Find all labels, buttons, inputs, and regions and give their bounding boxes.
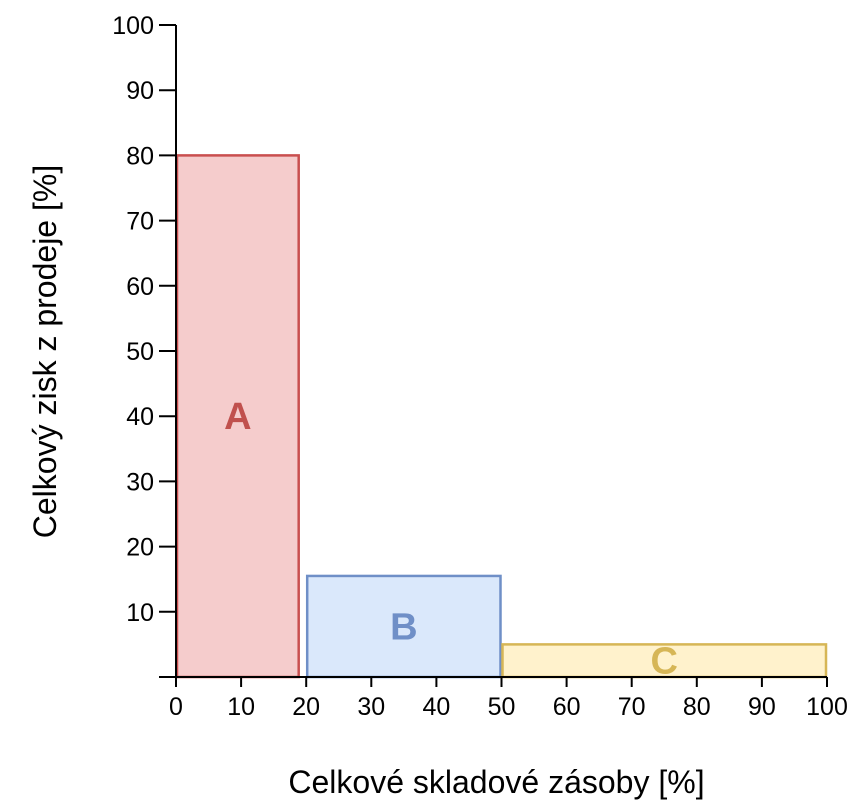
y-tick-label: 20 [126, 534, 154, 562]
bar-b [305, 574, 502, 679]
x-tick-label: 80 [683, 693, 711, 721]
y-tick-label: 60 [126, 273, 154, 301]
x-tick-label: 70 [618, 693, 646, 721]
x-tick-label: 20 [292, 693, 320, 721]
y-tick-label: 90 [126, 77, 154, 105]
y-tick-label: 40 [126, 403, 154, 431]
y-tick-label: 70 [126, 208, 154, 236]
bar-label-b: B [390, 606, 417, 648]
bar-label-a: A [224, 396, 251, 438]
x-tick-label: 40 [422, 693, 450, 721]
x-tick-label: 30 [357, 693, 385, 721]
y-tick-label: 100 [112, 12, 154, 40]
y-tick-label: 80 [126, 142, 154, 170]
x-axis-title: Celkové skladové zásoby [%] [288, 764, 704, 800]
y-tick-label: 30 [126, 468, 154, 496]
y-axis-title: Celkový zisk z prodeje [%] [27, 165, 63, 538]
y-tick-label: 10 [126, 599, 154, 627]
x-tick-label: 50 [488, 693, 516, 721]
bar-label-c: C [651, 641, 678, 683]
x-tick-label: 10 [227, 693, 255, 721]
bar-a [175, 154, 300, 679]
x-tick-label: 60 [553, 693, 581, 721]
bars-layer [175, 154, 828, 679]
ticks-layer: 0 10 20 30 40 50 60 70 80 90 100 10 20 30 40 50 60 70 80 90… [112, 12, 848, 721]
x-tick-label: 100 [806, 693, 848, 721]
y-tick-label: 50 [126, 338, 154, 366]
x-tick-label: 90 [748, 693, 776, 721]
bar-labels-layer: A B C [224, 396, 678, 683]
x-tick-label: 0 [169, 693, 183, 721]
